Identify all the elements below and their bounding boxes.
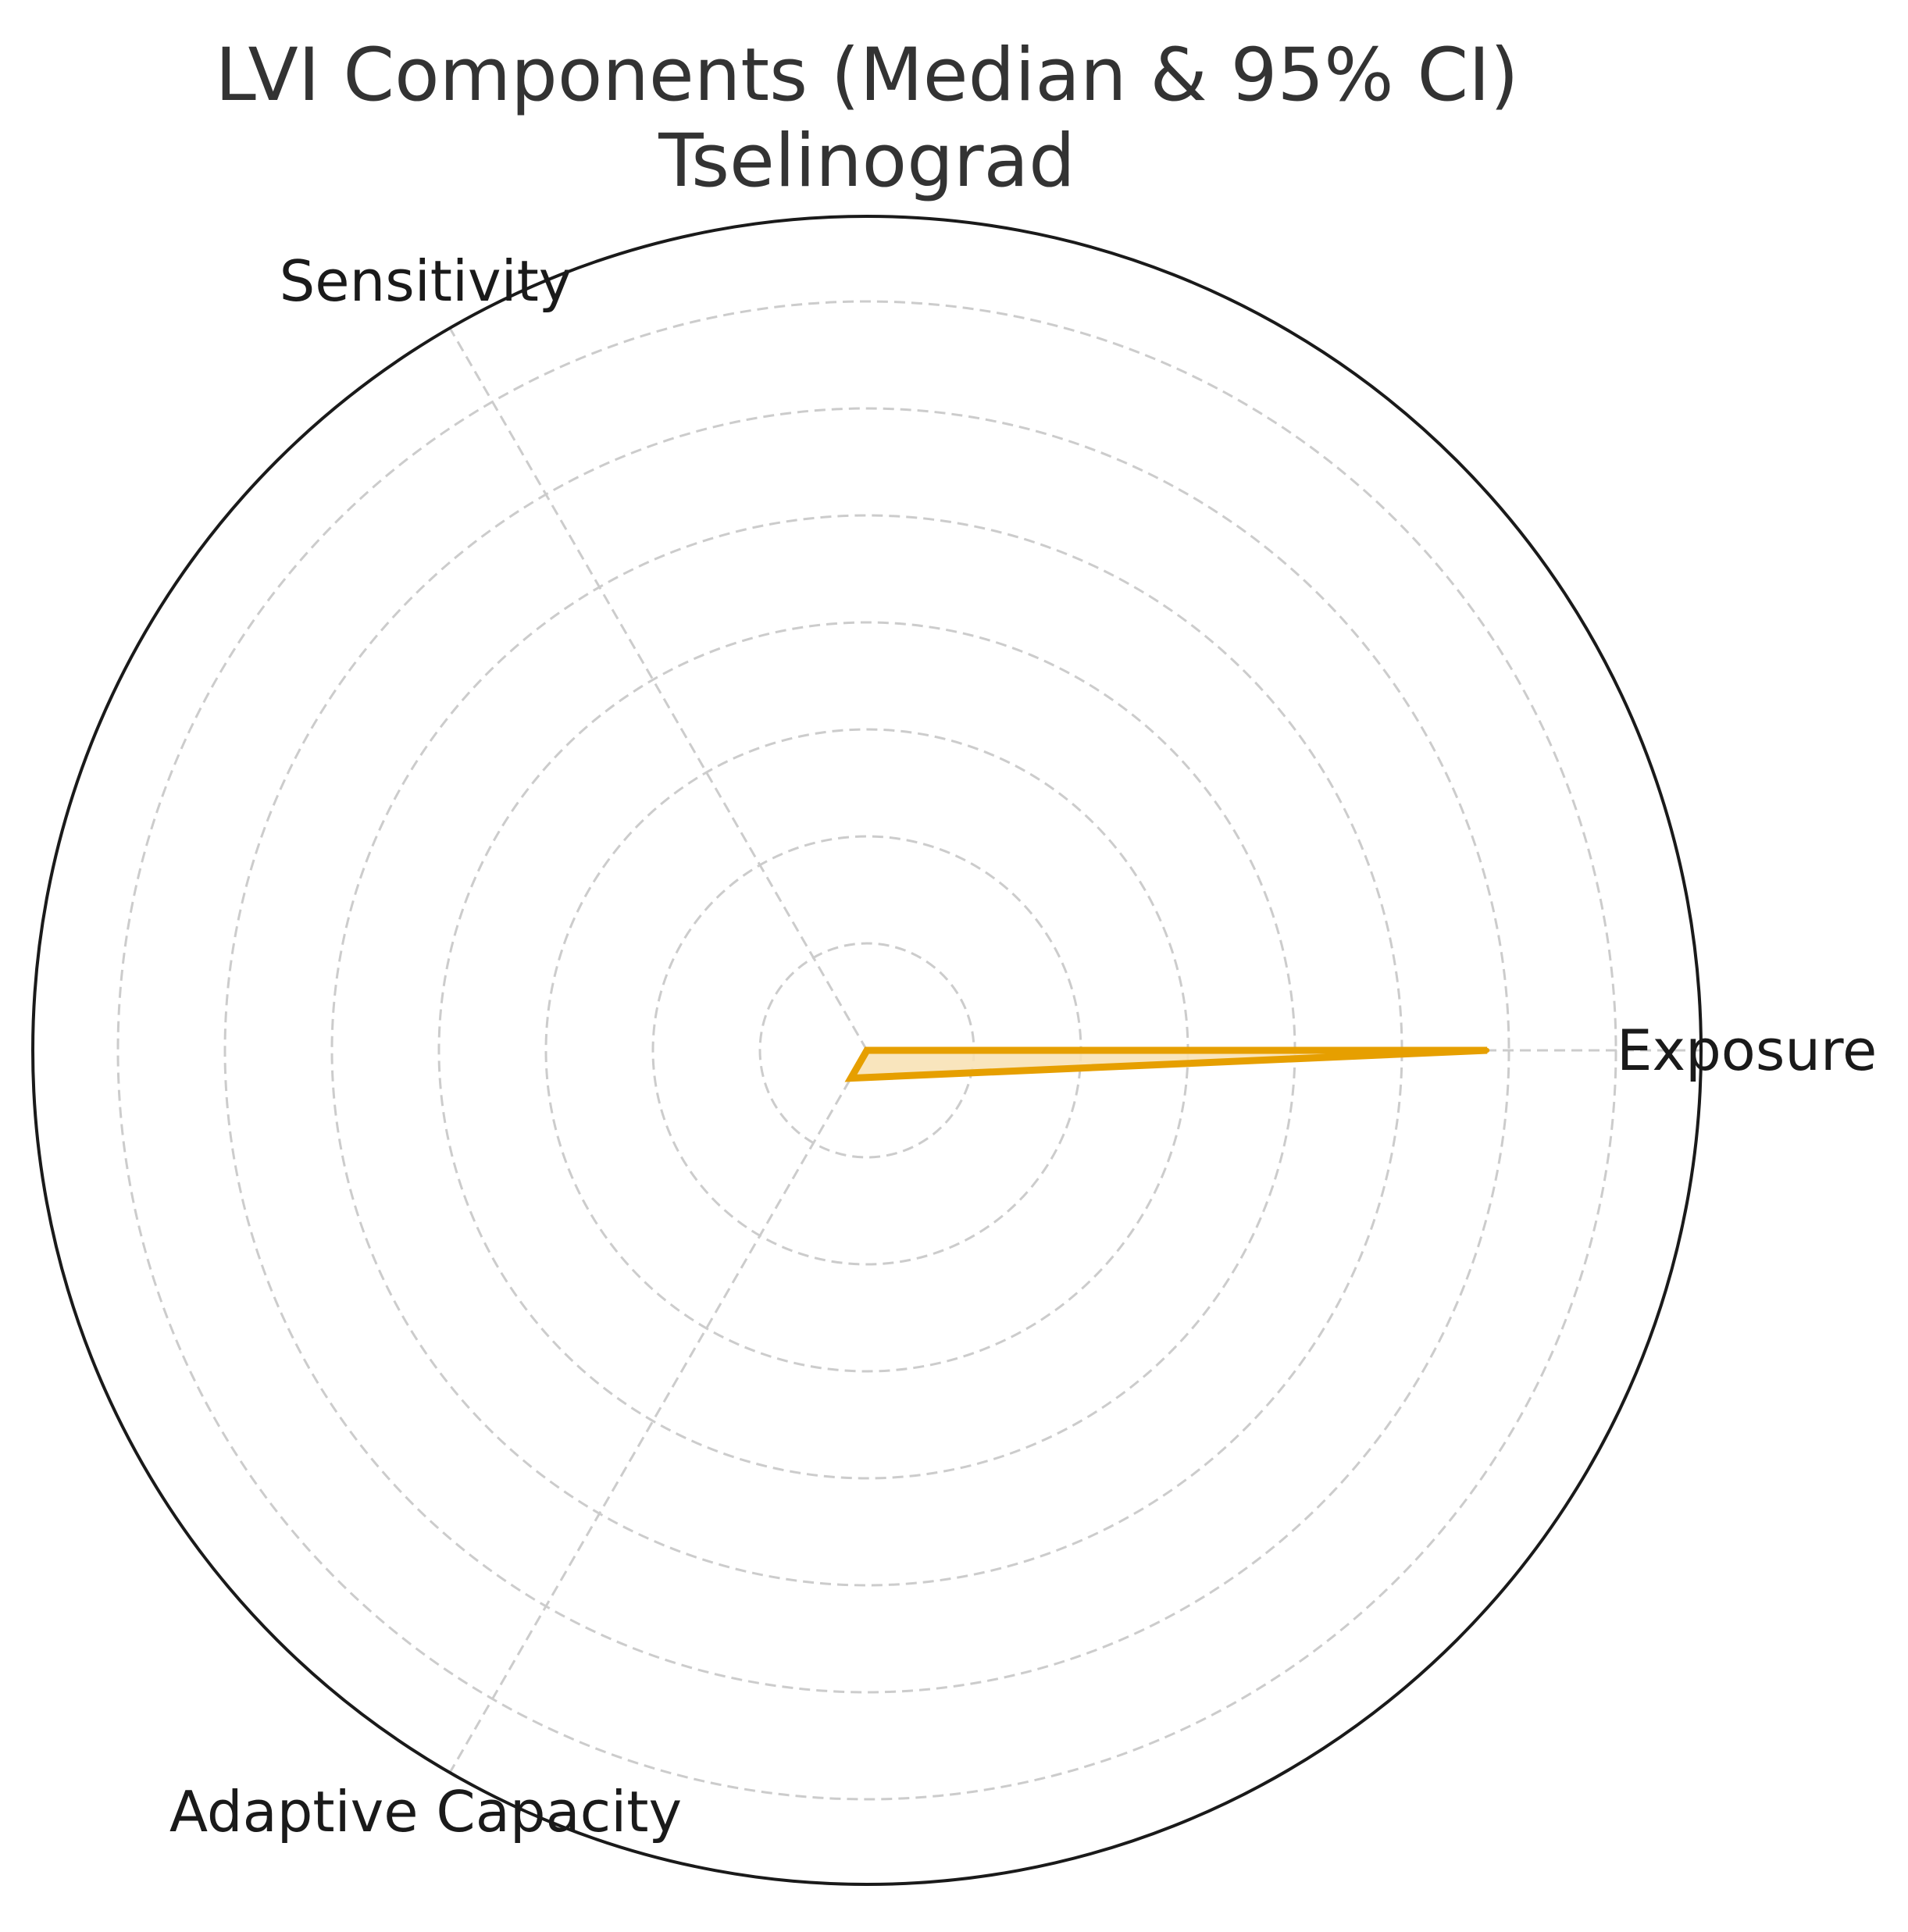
chart-title: LVI Components (Median & 95% CI) xyxy=(215,33,1518,118)
axis-labels: Exposure Sensitivity Adaptive Capacity xyxy=(169,248,1877,1845)
category-label-adaptive-capacity: Adaptive Capacity xyxy=(169,1779,682,1845)
data-point-sensitivity xyxy=(865,1048,869,1053)
category-label-exposure: Exposure xyxy=(1617,1018,1877,1083)
data-point-exposure xyxy=(1485,1048,1490,1053)
spoke-sensitivity xyxy=(448,327,868,1051)
series-polygon xyxy=(844,1046,1488,1082)
spoke-adaptive-capacity xyxy=(448,1050,868,1773)
polar-frame xyxy=(31,215,1703,1886)
chart-subtitle: Tselinograd xyxy=(658,119,1075,204)
data-point-adaptive-capacity xyxy=(848,1075,854,1081)
series-layer xyxy=(844,1046,1490,1082)
category-label-sensitivity: Sensitivity xyxy=(280,248,572,314)
